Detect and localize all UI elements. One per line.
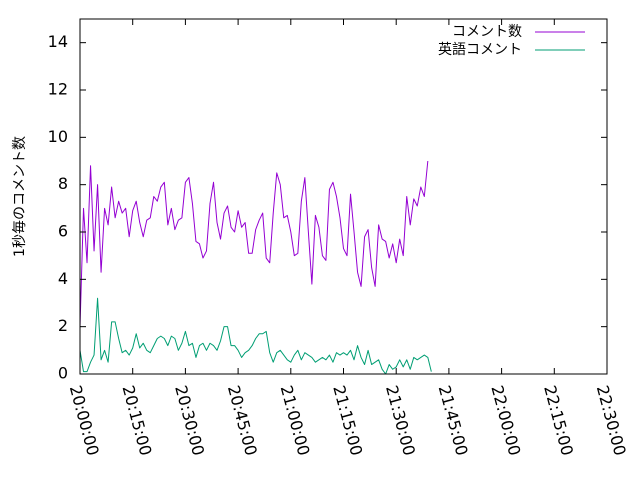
- y-tick-label: 10: [48, 127, 68, 146]
- y-tick-label: 6: [58, 222, 68, 241]
- y-tick-label: 14: [48, 32, 68, 51]
- y-tick-label: 2: [58, 316, 68, 335]
- series-layer: [79, 160, 432, 375]
- y-axis-label: 1秒毎のコメント数: [12, 136, 28, 257]
- series-line-1: [79, 297, 432, 375]
- y-tick-label: 8: [58, 174, 68, 193]
- series-line-0: [79, 160, 429, 327]
- y-axis: 0 2 4 6 8 10 12 14: [48, 32, 607, 383]
- y-tick-label: 4: [58, 269, 68, 288]
- legend-label: 英語コメント: [438, 41, 522, 58]
- y-tick-label: 0: [58, 364, 68, 383]
- legend-label: コメント数: [452, 24, 522, 40]
- y-tick-label: 12: [48, 80, 68, 99]
